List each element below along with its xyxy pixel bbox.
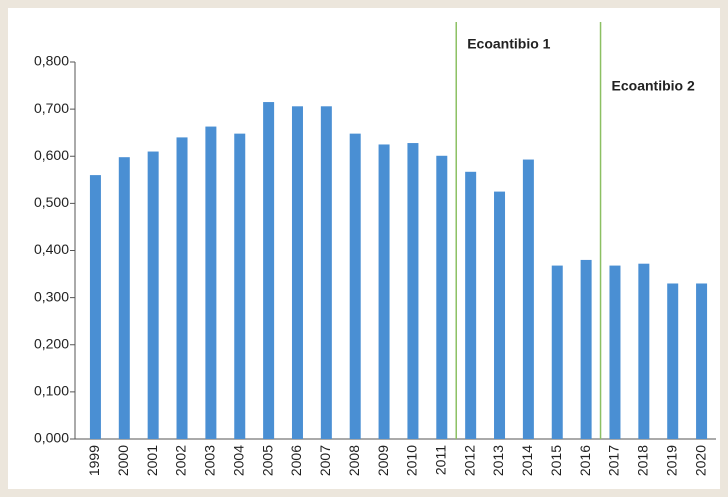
y-tick-label: 0,200: [34, 335, 69, 351]
bar: [205, 126, 217, 439]
bar: [436, 155, 448, 439]
y-tick-label: 0,500: [34, 194, 69, 210]
x-tick-label: 2012: [461, 445, 477, 476]
bar: [494, 191, 506, 439]
x-tick-label: 2017: [606, 445, 622, 476]
bar: [349, 133, 361, 439]
y-tick-label: 0,800: [34, 53, 69, 69]
y-tick-label: 0,400: [34, 241, 69, 257]
y-tick-label: 0,000: [34, 430, 69, 446]
y-tick-label: 0,300: [34, 288, 69, 304]
x-tick-label: 2011: [432, 445, 448, 475]
y-tick-label: 0,700: [34, 100, 69, 116]
x-tick-label: 2016: [577, 445, 593, 476]
bar: [89, 175, 101, 439]
bar: [465, 171, 477, 439]
bar: [118, 157, 130, 439]
bar: [176, 137, 188, 439]
x-tick-label: 2005: [259, 445, 275, 476]
x-tick-label: 2004: [230, 445, 246, 476]
x-tick-label: 2010: [404, 445, 420, 476]
bar: [667, 283, 679, 439]
bar: [522, 159, 534, 439]
x-tick-label: 2003: [202, 445, 218, 476]
annotation: Ecoantibio 2: [612, 78, 695, 94]
x-tick-label: 2019: [663, 445, 679, 476]
x-tick-label: 2002: [173, 445, 189, 476]
x-tick-label: 2008: [346, 445, 362, 476]
bar: [551, 265, 563, 439]
bar: [609, 265, 621, 439]
x-tick-label: 1999: [86, 445, 102, 476]
x-tick-label: 2007: [317, 445, 333, 476]
y-tick-label: 0,600: [34, 147, 69, 163]
bar: [263, 102, 275, 440]
bar: [696, 283, 708, 439]
x-tick-label: 2001: [144, 445, 160, 476]
x-tick-label: 2009: [375, 445, 391, 476]
y-tick-label: 0,100: [34, 383, 69, 399]
annotation: Ecoantibio 1: [467, 36, 550, 52]
bar: [320, 106, 332, 440]
bar: [638, 263, 650, 439]
x-tick-label: 2000: [115, 445, 131, 476]
x-tick-label: 2020: [692, 445, 708, 476]
bar: [580, 259, 592, 439]
bar: [378, 144, 390, 439]
x-tick-label: 2015: [548, 445, 564, 476]
bar: [234, 133, 246, 439]
bar: [291, 106, 303, 440]
bar: [407, 143, 419, 439]
x-tick-label: 2006: [288, 445, 304, 476]
x-tick-label: 2014: [519, 445, 535, 476]
x-tick-label: 2013: [490, 445, 506, 476]
x-tick-label: 2018: [635, 445, 651, 476]
bar: [147, 151, 159, 439]
